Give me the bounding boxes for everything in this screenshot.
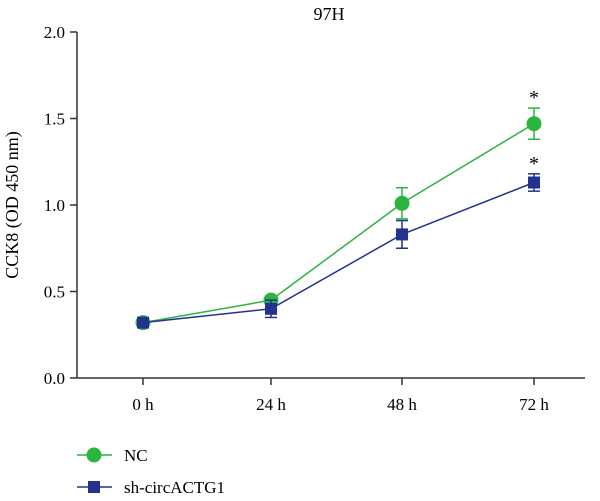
significance-annotation: * — [529, 87, 539, 109]
legend-label: sh-circACTG1 — [124, 478, 225, 497]
series-line — [142, 181, 535, 324]
y-tick-label: 1.0 — [44, 196, 65, 215]
legend-label: NC — [124, 446, 148, 465]
data-point — [137, 316, 149, 329]
data-point — [265, 302, 277, 315]
y-tick-label: 1.5 — [44, 110, 65, 129]
series-line — [142, 123, 535, 324]
significance-annotation: * — [529, 153, 539, 175]
data-point — [396, 228, 408, 241]
legend-item: sh-circACTG1 — [77, 478, 225, 497]
y-tick-label: 0.5 — [44, 283, 65, 302]
legend-marker — [86, 447, 102, 463]
x-tick-label: 0 h — [132, 395, 154, 414]
chart-title: 97H — [314, 4, 345, 24]
x-tick-label: 72 h — [519, 395, 549, 414]
legend-marker — [88, 481, 100, 493]
legend-item: NC — [77, 446, 148, 465]
series-1: * — [135, 87, 542, 331]
data-point — [528, 176, 540, 189]
x-tick-label: 24 h — [256, 395, 286, 414]
y-axis-label: CCK8 (OD 450 nm) — [2, 131, 23, 279]
data-point — [394, 195, 410, 211]
y-tick-label: 0.0 — [44, 369, 65, 388]
y-tick-label: 2.0 — [44, 23, 65, 42]
series-2: * — [137, 153, 540, 329]
x-tick-label: 48 h — [387, 395, 417, 414]
data-point — [526, 116, 542, 132]
